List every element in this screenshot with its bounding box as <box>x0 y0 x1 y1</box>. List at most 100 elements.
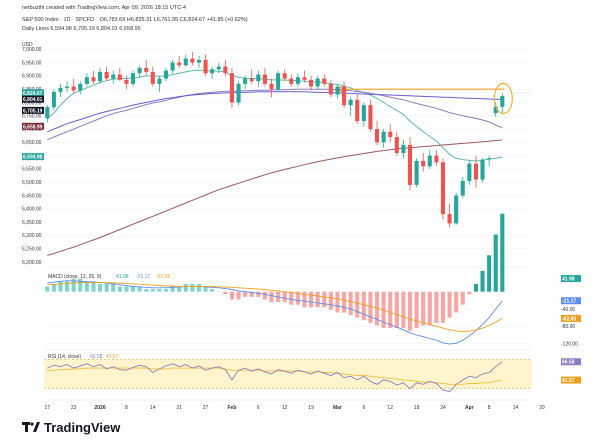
candle-body <box>355 99 360 122</box>
macd-histogram-bar <box>124 286 129 292</box>
price-tick-label: 6,800.00 <box>22 100 42 106</box>
macd-histogram-bar <box>170 286 175 292</box>
macd-histogram-bar <box>45 286 50 292</box>
candle-body <box>427 155 432 167</box>
macd-histogram-bar <box>342 291 347 313</box>
candle-body <box>374 129 380 143</box>
price-tick-label: 6,200.00 <box>22 260 42 266</box>
macd-histogram-bar <box>421 291 426 326</box>
price-tick-label: 6,900.00 <box>22 74 42 80</box>
price-tick-label: 6,350.00 <box>22 220 42 226</box>
macd-histogram-bar <box>51 283 56 292</box>
macd-histogram-bar <box>65 281 70 292</box>
candle-body <box>467 163 472 181</box>
candle-body <box>98 71 103 82</box>
time-tick-label: Mar <box>333 405 342 411</box>
time-tick-label: 14 <box>513 405 519 411</box>
candle-body <box>163 70 169 79</box>
candle-body <box>84 77 89 84</box>
candle-body <box>328 83 333 95</box>
macd-histogram-bar <box>223 291 228 295</box>
candle-body <box>335 86 340 95</box>
price-tick-label: 6,750.00 <box>22 114 42 120</box>
price-tick-label: 6,250.00 <box>22 247 42 253</box>
macd-histogram-bar <box>407 291 413 331</box>
time-tick-label: 17 <box>45 405 51 411</box>
macd-histogram-bar <box>150 289 155 292</box>
macd-histogram-bar <box>460 291 465 305</box>
candle-body <box>487 158 492 160</box>
candle-body <box>177 62 182 66</box>
macd-histogram-bar <box>487 255 492 292</box>
price-tick-label: 6,700.00 <box>22 127 42 133</box>
macd-histogram-bar <box>183 283 188 292</box>
macd-tick-label: -120.00 <box>561 341 578 347</box>
candle-body <box>117 74 122 80</box>
candle-body <box>45 107 50 119</box>
candle-body <box>58 87 63 92</box>
candle-body <box>269 83 274 90</box>
macd-histogram-bar <box>243 291 248 297</box>
moving-average-line <box>47 88 503 141</box>
brand-name: TradingView <box>44 420 121 435</box>
tradingview-logo-icon <box>22 421 40 433</box>
rsi-title: RSI (14, close) <box>48 354 81 360</box>
candle-body <box>282 73 287 79</box>
macd-histogram-bar <box>282 291 287 303</box>
price-label-box <box>22 95 44 103</box>
candle-body <box>500 95 505 107</box>
macd-histogram-bar <box>196 283 202 292</box>
price-tick-label: 6,450.00 <box>22 193 42 199</box>
symbol-title[interactable]: S&P 500 Index · 1D · SPCFD <box>22 17 95 23</box>
macd-histogram-bar <box>388 291 393 329</box>
time-tick-label: 27 <box>203 405 209 411</box>
price-label-text: 6,594.98 <box>23 155 43 161</box>
price-label-text: 6,658.99 <box>23 124 43 130</box>
macd-pane: MACD (close, 12, 26, 9) 41.98 -21.17 -62.05… <box>44 213 581 347</box>
macd-histogram-bar <box>427 291 432 326</box>
price-tick-label: 6,650.00 <box>22 140 42 146</box>
time-tick-label: 6 <box>362 405 365 411</box>
candle-body <box>493 106 498 114</box>
macd-histogram-bar <box>58 281 63 292</box>
candle-body <box>295 77 300 84</box>
macd-histogram-bar <box>493 234 498 292</box>
macd-histogram-bar <box>454 291 459 313</box>
highlight-circle <box>493 82 513 115</box>
macd-histogram-bar <box>414 291 419 329</box>
macd-value-text: -62.05 <box>562 316 576 322</box>
candle-body <box>196 59 202 63</box>
candle-body <box>460 180 465 196</box>
macd-histogram-bar <box>355 291 360 318</box>
macd-header-value: -62.05 <box>156 274 170 280</box>
time-tick-label: 18 <box>414 405 420 411</box>
macd-value-text: -21.17 <box>562 299 576 305</box>
time-tick-label: 2026 <box>94 405 105 411</box>
macd-histogram-bar <box>163 289 169 292</box>
candle-body <box>289 78 294 84</box>
macd-histogram-bar <box>434 291 439 323</box>
tradingview-brand: TradingView <box>22 420 120 435</box>
time-tick-label: 21 <box>176 405 182 411</box>
candle-body <box>243 78 248 84</box>
macd-histogram-bar <box>137 286 142 292</box>
macd-histogram-bar <box>78 278 83 292</box>
macd-histogram-bar <box>302 291 307 308</box>
macd-histogram-bar <box>295 291 300 305</box>
candle-body <box>342 86 347 106</box>
macd-header-value: 41.98 <box>116 274 129 280</box>
candle-body <box>65 86 70 88</box>
price-axis-unit: USD <box>22 42 33 48</box>
rsi-value-box <box>561 358 581 366</box>
candle-body <box>51 91 56 108</box>
time-axis: 17 23 2026 8 14 21 27 Feb 6 12 19 Mar 6 12 18 24 Apr 8 14 2… <box>44 399 545 411</box>
candle-body <box>216 66 221 70</box>
ohlc-values: O6,783.69 H6,835.31 L6,761.95 C6,824.67 … <box>99 17 248 23</box>
time-tick-label: Feb <box>228 405 237 411</box>
macd-histogram-bar <box>216 291 221 293</box>
macd-histogram-bar <box>401 291 406 329</box>
macd-histogram-bar <box>315 291 320 308</box>
rsi-line <box>47 361 503 393</box>
